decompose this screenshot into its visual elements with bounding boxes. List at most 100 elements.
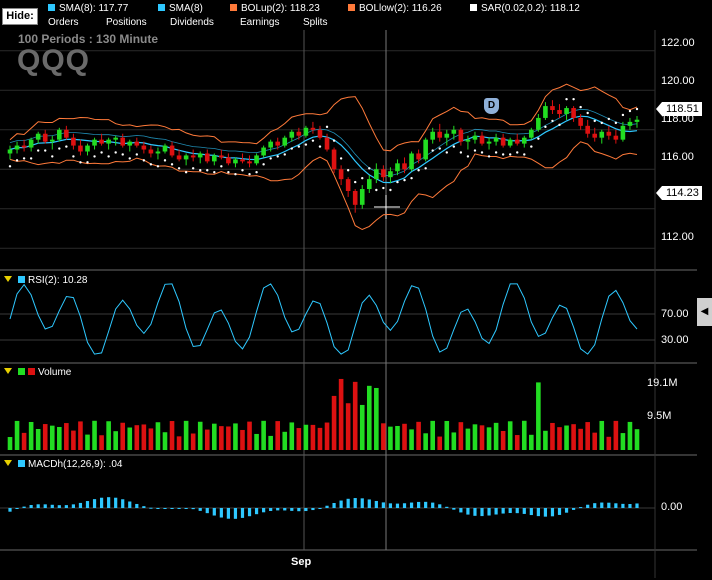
candle-body	[388, 171, 393, 178]
sar-dot	[142, 159, 146, 162]
volume-bar	[92, 420, 97, 450]
macd-histogram-bar	[36, 504, 40, 508]
sar-dot	[396, 180, 399, 184]
candle-body	[254, 155, 259, 164]
sar-dot	[121, 153, 124, 156]
candle-body	[212, 155, 217, 162]
candle-body	[7, 149, 13, 154]
sar-dot	[269, 157, 272, 160]
volume-panel-label[interactable]: Volume	[4, 367, 71, 378]
candle-body	[543, 106, 548, 118]
sar-dot	[51, 155, 54, 158]
toggle-splits[interactable]: Splits	[303, 17, 328, 28]
indicator-sma-primary[interactable]: SMA(8): 117.77	[48, 3, 128, 14]
sar-dot	[283, 153, 286, 156]
candle-body	[486, 141, 492, 144]
candle-body	[120, 137, 126, 146]
indicator-sma-secondary[interactable]: SMA(8)	[158, 3, 203, 14]
rsi-line	[9, 283, 638, 355]
macd-histogram-bar	[438, 504, 442, 508]
macd-histogram-bar	[550, 508, 555, 517]
volume-bar	[317, 427, 323, 450]
candle-body	[627, 121, 633, 126]
macd-histogram-bar	[445, 506, 449, 508]
toggle-dividends[interactable]: Dividends	[170, 17, 214, 28]
collapse-triangle-icon[interactable]	[4, 460, 12, 466]
sar-dot	[579, 105, 582, 109]
sar-dot	[163, 159, 167, 162]
candle-body	[233, 159, 238, 164]
volume-bar	[289, 422, 295, 450]
candle-body	[529, 129, 534, 138]
candle-body	[345, 179, 351, 191]
candle-body	[169, 145, 175, 156]
macd-histogram-bar	[170, 508, 174, 509]
sar-dot	[382, 186, 385, 190]
dividend-marker[interactable]: D	[484, 98, 499, 114]
macd-histogram-bar	[85, 501, 90, 508]
sar-dot	[177, 167, 181, 170]
chart-symbol-title: QQQ	[17, 44, 91, 77]
rsi-panel-label[interactable]: RSI(2): 10.28	[4, 275, 87, 286]
sar-dot	[241, 169, 244, 172]
volume-bar	[416, 421, 421, 450]
collapse-triangle-icon[interactable]	[4, 276, 12, 282]
candle-body	[366, 179, 372, 190]
volume-bar	[78, 421, 83, 450]
macd-histogram-bar	[177, 507, 181, 509]
candle-body	[261, 147, 266, 156]
candle-body	[35, 133, 41, 140]
side-panel-toggle-button[interactable]: ◀	[697, 298, 712, 326]
volume-bar	[254, 433, 259, 450]
candle-body	[219, 155, 224, 158]
macd-histogram-bar	[8, 508, 12, 512]
sar-dot	[586, 111, 589, 115]
collapse-triangle-icon[interactable]	[4, 368, 12, 374]
sar-dot	[191, 167, 195, 170]
toggle-orders[interactable]: Orders	[48, 17, 79, 28]
macd-histogram-bar	[78, 502, 83, 508]
candle-body	[374, 169, 379, 180]
volume-bar	[226, 426, 231, 450]
hide-button[interactable]: Hide:	[2, 8, 38, 25]
sar-dot	[339, 157, 343, 160]
sar-dot	[614, 121, 618, 125]
candle-body	[92, 139, 97, 146]
candle-body	[395, 163, 400, 172]
volume-bar	[359, 404, 365, 450]
candle-body	[514, 139, 520, 144]
macd-histogram-bar	[424, 501, 428, 508]
candle-body	[226, 157, 231, 164]
candle-body	[106, 139, 111, 144]
macd-panel-label[interactable]: MACDh(12,26,9): .04	[4, 459, 123, 470]
chart-canvas[interactable]	[0, 30, 712, 580]
indicator-sar[interactable]: SAR(0.02,0.2): 118.12	[470, 3, 580, 14]
candle-body	[134, 141, 140, 146]
toggle-earnings[interactable]: Earnings	[240, 17, 280, 28]
volume-bar	[536, 382, 541, 450]
volume-bar	[388, 426, 393, 450]
volume-bar	[331, 395, 337, 450]
macd-histogram-bar	[22, 506, 26, 508]
indicator-bollinger-up[interactable]: BOLup(2): 118.23	[230, 3, 320, 14]
macd-histogram-bar	[247, 508, 252, 517]
sar-dot	[311, 139, 315, 142]
toggle-positions[interactable]: Positions	[106, 17, 147, 28]
candle-body	[183, 155, 189, 160]
candle-body	[42, 133, 48, 142]
macd-histogram-bar	[290, 508, 294, 511]
volume-bar	[296, 428, 302, 450]
sar-dot	[227, 171, 230, 174]
macd-histogram-bar	[191, 508, 195, 510]
indicator-bollinger-low[interactable]: BOLlow(2): 116.26	[348, 3, 442, 14]
candle-body	[578, 117, 583, 126]
macd-histogram-bar	[283, 508, 287, 511]
volume-bar	[14, 420, 20, 450]
candle-body	[155, 151, 161, 154]
macd-histogram-bar	[494, 508, 498, 515]
macd-histogram-bar	[163, 508, 167, 509]
macd-histogram-bar	[543, 508, 548, 517]
sar-dot	[290, 147, 293, 150]
sar-dot	[29, 157, 33, 160]
sar-dot	[128, 157, 131, 160]
